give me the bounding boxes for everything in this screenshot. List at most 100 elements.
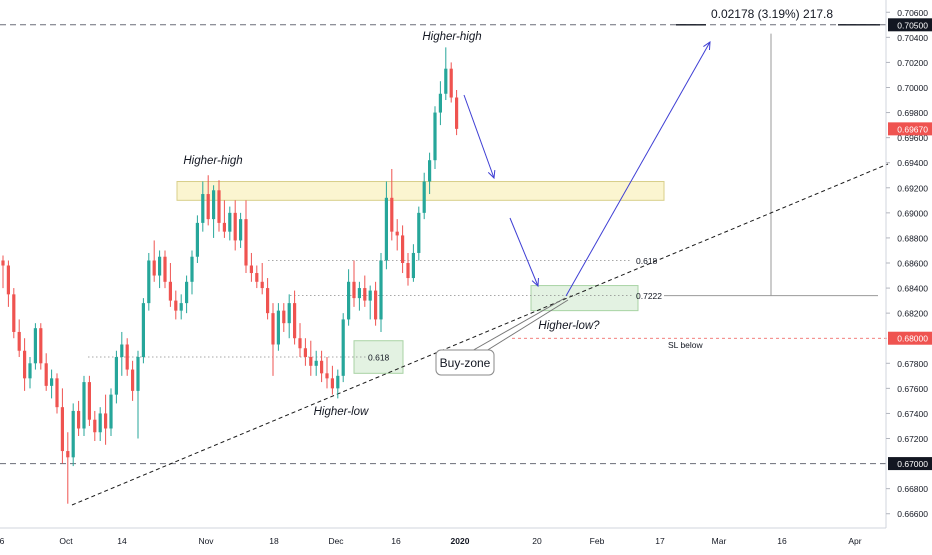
candle (28, 357, 32, 389)
candle (438, 81, 442, 126)
price-tick-label: 0.69800 (897, 108, 928, 118)
price-tick-label: 0.67600 (897, 384, 928, 394)
candle (260, 263, 264, 295)
time-tick-label: Apr (848, 536, 861, 546)
candle (190, 250, 194, 295)
candle (109, 388, 113, 437)
candle (449, 62, 453, 103)
candle-body (314, 360, 318, 366)
candle-body (33, 328, 37, 364)
candle-body (298, 338, 302, 349)
candle-body (276, 310, 280, 345)
price-tick-label: 0.70200 (897, 58, 928, 68)
candle-body (347, 281, 351, 320)
arrow-head (487, 169, 496, 180)
candle (271, 303, 275, 376)
callout-pointer-1 (469, 297, 566, 353)
candle-body (401, 235, 405, 263)
candle (406, 252, 410, 286)
candle (244, 200, 248, 274)
candle (341, 313, 345, 383)
candle-body (244, 219, 248, 266)
candle-body (363, 288, 367, 301)
candle (82, 375, 86, 437)
arrow-head (703, 41, 711, 51)
candle-body (352, 281, 356, 299)
arrow-down-1 (463, 94, 496, 180)
candle-body (212, 190, 216, 220)
sl-below-label: SL below (668, 340, 704, 350)
candle-body (185, 281, 189, 304)
higher-low-left-label: Higher-low (314, 406, 369, 418)
time-tick-label: Mar (712, 536, 727, 546)
candle (77, 400, 81, 437)
time-tick-label: 14 (117, 536, 127, 546)
price-tick-label: 0.69000 (897, 208, 928, 218)
candles-layer (1, 47, 459, 504)
candle-body (239, 219, 243, 241)
time-tick-label: Nov (198, 536, 214, 546)
price-badge: 0.68000 (888, 331, 932, 345)
callout-pointer-2 (477, 299, 569, 357)
candle-body (438, 93, 442, 113)
candle (444, 47, 448, 101)
candle (212, 185, 216, 238)
candle (185, 275, 189, 314)
price-tick-label: 0.69200 (897, 183, 928, 193)
candle-body (6, 265, 10, 295)
candle (66, 432, 70, 504)
candle-body (66, 451, 70, 458)
candle-body (390, 197, 394, 232)
second-buy-zone (530, 285, 639, 312)
candle (114, 350, 118, 404)
candle (320, 350, 324, 383)
candle (6, 260, 10, 307)
candle-body (379, 260, 383, 320)
arrow-shaft (463, 94, 495, 179)
arrow-up-target (565, 41, 711, 297)
candle (179, 294, 183, 320)
buy-zone-callout (435, 349, 495, 376)
candle (287, 294, 291, 339)
candle-body (455, 97, 459, 129)
candle (33, 323, 37, 370)
time-tick-label: 16 (391, 536, 401, 546)
candle-body (71, 410, 75, 458)
candle (131, 360, 135, 401)
candle (87, 375, 91, 426)
candle-body (179, 303, 183, 311)
price-badge-label: 0.68000 (897, 334, 928, 344)
candle (428, 152, 432, 195)
candle (374, 281, 378, 326)
candle-body (406, 263, 410, 279)
price-badge: 0.67000 (888, 457, 932, 471)
candle-body (217, 190, 221, 223)
arrow-down-2 (509, 217, 539, 288)
candle (55, 373, 59, 414)
time-tick-label: 6 (0, 536, 5, 546)
candle (206, 175, 210, 226)
candle-body (141, 303, 145, 358)
candle (422, 172, 426, 220)
candle-body (136, 357, 140, 391)
candle (384, 181, 388, 270)
price-tick-label: 0.70400 (897, 33, 928, 43)
level-label-0: 0.618 (636, 256, 658, 266)
candle-body (163, 256, 167, 282)
candle (174, 290, 178, 320)
candle-body (50, 378, 54, 386)
price-badge: 0.69670 (888, 122, 932, 136)
candle (357, 281, 361, 311)
price-badge-bg (888, 331, 932, 345)
candle (222, 200, 226, 238)
price-badge-label: 0.67000 (897, 459, 928, 469)
level-label-1: 0.7222 (636, 291, 662, 301)
candle-body (158, 256, 162, 276)
arrow-shaft (565, 41, 711, 297)
level-label-2: 0.618 (368, 353, 390, 363)
candle-body (12, 294, 16, 332)
candle (395, 219, 399, 251)
